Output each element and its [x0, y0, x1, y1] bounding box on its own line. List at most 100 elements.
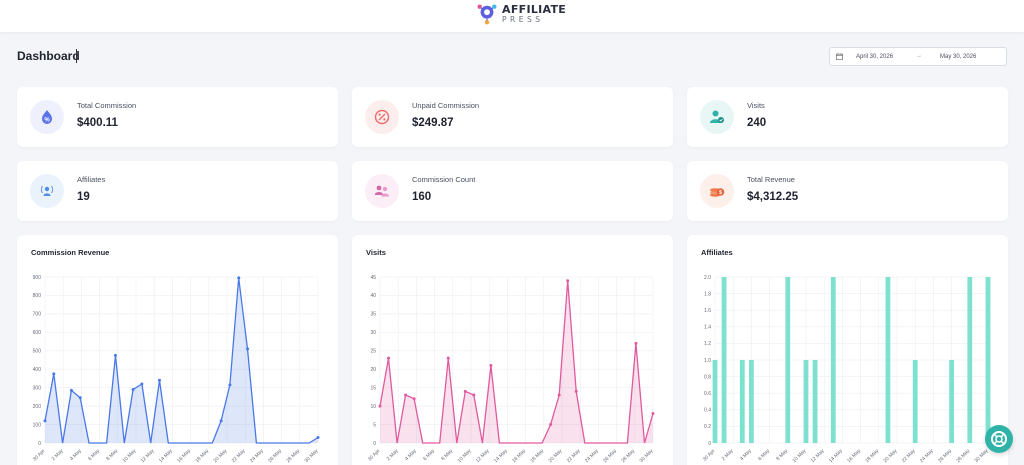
- x-tick-label: 20 May: [883, 448, 899, 464]
- series-line: [379, 280, 654, 444]
- x-tick-label: 6 May: [422, 448, 436, 462]
- y-tick-label: 30: [370, 330, 376, 336]
- text-cursor: [76, 49, 77, 63]
- data-point: [228, 383, 232, 387]
- logo-line1: AFFILIATE: [502, 3, 567, 17]
- y-tick-label: 100: [33, 422, 42, 428]
- bar: [949, 360, 954, 443]
- x-tick-label: 16 May: [176, 448, 192, 464]
- x-tick-label: 18 May: [529, 448, 545, 464]
- data-point: [157, 378, 161, 382]
- stat-value: 160: [412, 191, 432, 203]
- y-tick-label: 2.0: [704, 275, 711, 281]
- data-point: [634, 341, 638, 345]
- x-tick-label: 30 Apr: [702, 448, 717, 463]
- y-tick-label: 15: [370, 385, 376, 391]
- data-point: [489, 364, 493, 368]
- y-tick-label: 800: [33, 293, 42, 299]
- stat-label: Visits: [747, 101, 765, 110]
- chart-title: Visits: [366, 248, 386, 257]
- x-tick-label: 4 May: [404, 448, 418, 462]
- x-tick-label: 24 May: [919, 448, 935, 464]
- y-tick-label: 5: [373, 422, 376, 428]
- stat-icon-wrap: [30, 174, 64, 208]
- data-point: [316, 435, 320, 439]
- chart-card-visits: Visits 0 5 10 15 20 25 30 35 40 45 30 Apr 2 May 4 Ma…: [352, 235, 673, 465]
- data-point: [43, 419, 47, 423]
- chart-card-commission-revenue: Commission Revenue 0 100 200 300 400 500 600 70…: [17, 235, 338, 465]
- x-tick-label: 14 May: [493, 448, 509, 464]
- start-date[interactable]: April 30, 2026: [856, 54, 894, 60]
- data-point: [463, 389, 467, 393]
- y-tick-label: 400: [33, 367, 42, 373]
- x-tick-label: 20 May: [548, 448, 564, 464]
- data-point: [69, 388, 73, 392]
- x-tick-label: 4 May: [69, 448, 83, 462]
- x-tick-label: 28 May: [955, 448, 971, 464]
- series-line: [44, 277, 319, 444]
- end-date[interactable]: May 30, 2026: [940, 54, 977, 60]
- y-tick-label: 25: [370, 349, 376, 355]
- affiliatepress-logo[interactable]: AFFILIATE PRESS: [476, 3, 566, 25]
- area-fill: [380, 280, 653, 443]
- x-tick-label: 2 May: [386, 448, 400, 462]
- x-tick-label: 10 May: [122, 448, 138, 464]
- affiliates-chart: 0 0.2 0.4 0.6 0.8 1.0 1.2 1.4 1.6 1.8 2.0 30 Apr 2 M…: [702, 275, 991, 464]
- y-tick-label: 700: [33, 312, 42, 318]
- chart-card-affiliates: Affiliates 0 0.2 0.4 0.6 0.8 1.0 1.2 1.4 1.6 1.8 2…: [687, 235, 1008, 465]
- revenue-coins-icon: $: [710, 188, 725, 197]
- data-point: [404, 393, 408, 397]
- commission-percent-icon: %: [42, 110, 52, 124]
- stat-card-unpaid-commission: Unpaid Commission $249.87: [352, 87, 673, 147]
- bar: [830, 277, 836, 443]
- data-point: [387, 356, 391, 360]
- bar: [985, 277, 991, 443]
- x-tick-label: 4 May: [739, 448, 753, 462]
- y-tick-label: 0: [708, 441, 711, 447]
- x-tick-label: 30 May: [974, 448, 990, 464]
- bar: [749, 360, 754, 443]
- y-tick-label: 1.4: [704, 325, 711, 331]
- y-tick-label: 600: [33, 330, 42, 336]
- data-point: [557, 393, 561, 397]
- svg-text:$: $: [719, 190, 722, 196]
- x-tick-label: 14 May: [828, 448, 844, 464]
- stat-label: Affiliates: [77, 175, 106, 184]
- x-tick-label: 10 May: [457, 448, 473, 464]
- area-fill: [45, 277, 318, 443]
- bar: [912, 360, 918, 443]
- data-point: [246, 347, 250, 351]
- x-tick-label: 2 May: [51, 448, 65, 462]
- calendar-icon: [836, 53, 843, 60]
- y-tick-label: 0.4: [704, 408, 711, 414]
- stat-icon-wrap: [365, 174, 399, 208]
- y-tick-label: 1.6: [704, 308, 711, 314]
- data-point: [52, 372, 56, 376]
- x-tick-label: 22 May: [901, 448, 917, 464]
- x-tick-label: 20 May: [213, 448, 229, 464]
- y-tick-label: 0.2: [704, 424, 711, 430]
- y-tick-label: 10: [370, 404, 376, 410]
- x-tick-label: 10 May: [792, 448, 808, 464]
- logo-mark-icon: [477, 4, 497, 25]
- bar: [885, 277, 891, 443]
- help-button[interactable]: [985, 425, 1013, 453]
- page-title: Dashboard: [17, 49, 80, 63]
- stat-card-commission-count: Commission Count 160: [352, 161, 673, 221]
- y-tick-label: 900: [33, 275, 42, 281]
- bar: [967, 277, 973, 443]
- data-point: [378, 404, 382, 408]
- stat-card-affiliates: Affiliates 19: [17, 161, 338, 221]
- x-tick-label: 26 May: [267, 448, 283, 464]
- x-tick-label: 28 May: [620, 448, 636, 464]
- data-point: [219, 419, 223, 423]
- date-range-picker[interactable]: April 30, 2026 → May 30, 2026: [829, 47, 1007, 66]
- stat-icon-wrap: [700, 100, 734, 134]
- x-tick-label: 12 May: [810, 448, 826, 464]
- stat-label: Unpaid Commission: [412, 101, 480, 110]
- lifebuoy-icon: [991, 431, 1007, 447]
- y-tick-label: 0: [373, 441, 376, 447]
- x-tick-label: 6 May: [757, 448, 771, 462]
- data-point: [651, 411, 655, 415]
- bar: [803, 360, 809, 443]
